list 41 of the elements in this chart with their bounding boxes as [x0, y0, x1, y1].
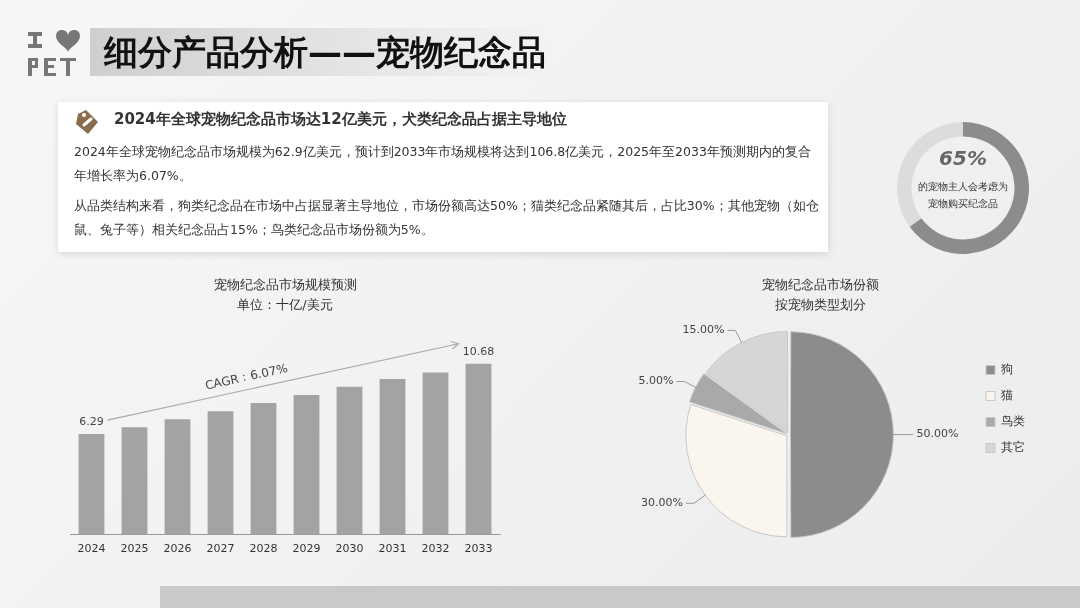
x-tick-label: 2026: [163, 542, 192, 556]
x-tick-label: 2032: [421, 542, 450, 556]
x-tick-label: 2025: [120, 542, 149, 556]
bar: [336, 386, 363, 535]
legend-label: 鸟类: [1001, 414, 1025, 429]
bar: [422, 372, 449, 535]
x-tick-label: 2030: [335, 542, 364, 556]
text: 从品类结构来看，狗类纪念品在市场中占据显著主导地位，市场份额高达50%；猫类纪念品紧随其后，占比30%；其他宠物（如仓鼠、兔子等）相关纪念品占15%；鸟类纪念品市场份额为5%。: [74, 197, 819, 239]
bar: [164, 419, 191, 535]
x-tick-label: 2033: [464, 542, 493, 556]
bar: [121, 427, 148, 535]
data-label: 15.00%: [682, 323, 725, 337]
bar: [250, 402, 277, 535]
annotation: CAGR：6.07%: [203, 361, 290, 393]
data-label: 10.68: [462, 345, 495, 359]
text: 65%: [938, 146, 988, 170]
chart-subtitle: 单位：十亿/美元: [237, 296, 333, 312]
x-tick-label: 2028: [249, 542, 278, 556]
data-label: 30.00%: [640, 496, 683, 510]
data-label: 6.29: [79, 415, 104, 429]
data-label: 50.00%: [916, 427, 959, 441]
x-tick-label: 2031: [378, 542, 407, 556]
chart-title: 宠物纪念品市场规模预测: [213, 277, 357, 293]
legend-label: 狗: [1001, 362, 1013, 377]
text: 细分产品分析——宠物纪念品: [104, 31, 546, 74]
bar: [465, 363, 492, 535]
text: 2024年全球宠物纪念品市场达12亿美元，犬类纪念品占据主导地位: [114, 110, 567, 129]
bar: [78, 434, 105, 535]
x-tick-label: 2024: [77, 542, 106, 556]
bar: [207, 411, 234, 535]
bar: [379, 378, 406, 535]
text: 2024年全球宠物纪念品市场规模为62.9亿美元，预计到2033年市场规模将达到106.8亿美元，2025年至2033年预测期内的复合年增长率为6.07%。: [74, 143, 812, 185]
chart-subtitle: 按宠物类型划分: [774, 296, 866, 312]
legend-label: 其它: [1001, 440, 1025, 455]
bar: [293, 395, 320, 535]
x-tick-label: 2029: [292, 542, 321, 556]
data-label: 5.00%: [638, 374, 674, 388]
legend-label: 猫: [1001, 388, 1013, 403]
x-tick-label: 2027: [206, 542, 235, 556]
text: 的宠物主人会考虑为宠物购买纪念品: [918, 180, 1008, 211]
chart-title: 宠物纪念品市场份额: [761, 277, 879, 293]
